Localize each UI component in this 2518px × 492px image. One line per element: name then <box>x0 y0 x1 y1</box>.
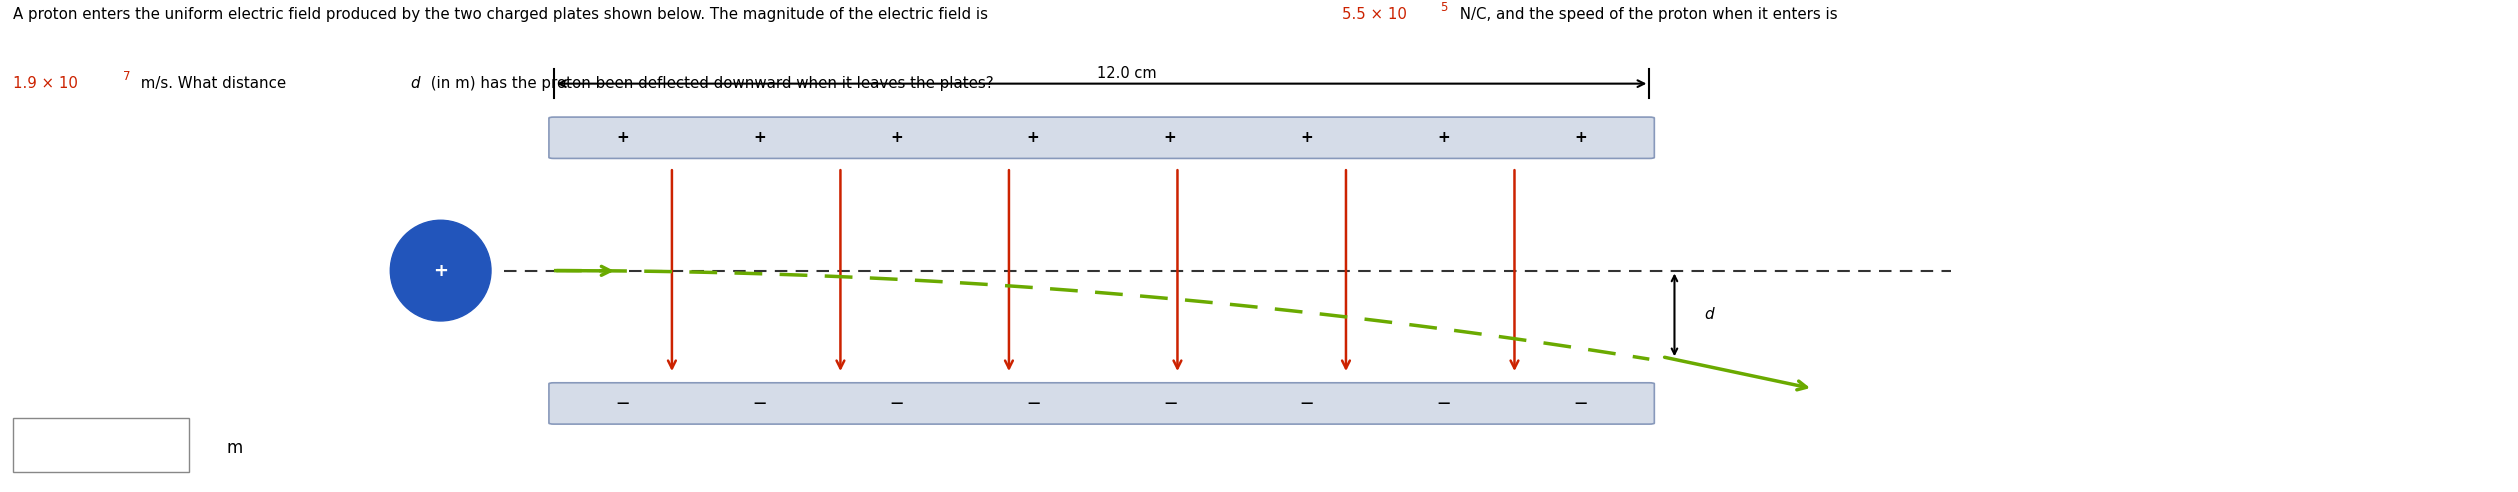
Text: —: — <box>753 397 765 410</box>
Text: —: — <box>1163 397 1176 410</box>
Text: —: — <box>617 397 630 410</box>
Text: +: + <box>753 130 765 145</box>
Ellipse shape <box>390 220 491 321</box>
Text: (in m) has the proton been deflected downward when it leaves the plates?: (in m) has the proton been deflected dow… <box>426 76 992 91</box>
Text: —: — <box>1302 397 1314 410</box>
Text: +: + <box>1163 130 1176 145</box>
Text: 1.9 × 10: 1.9 × 10 <box>13 76 78 91</box>
Text: +: + <box>1438 130 1450 145</box>
Text: 12.0 cm: 12.0 cm <box>1098 66 1156 81</box>
Text: +: + <box>1027 130 1040 145</box>
Text: —: — <box>889 397 901 410</box>
FancyBboxPatch shape <box>549 117 1654 158</box>
Text: 7: 7 <box>123 70 131 83</box>
FancyBboxPatch shape <box>13 418 189 472</box>
Text: —: — <box>1574 397 1586 410</box>
Text: A proton enters the uniform electric field produced by the two charged plates sh: A proton enters the uniform electric fie… <box>13 7 992 22</box>
Text: +: + <box>433 262 448 279</box>
Text: 5: 5 <box>1440 1 1448 14</box>
FancyBboxPatch shape <box>549 383 1654 424</box>
Text: 5.5 × 10: 5.5 × 10 <box>1342 7 1408 22</box>
Text: m: m <box>227 439 242 457</box>
Text: m/s. What distance: m/s. What distance <box>136 76 292 91</box>
Text: —: — <box>1027 397 1040 410</box>
Text: +: + <box>889 130 901 145</box>
Text: —: — <box>1438 397 1450 410</box>
Text: N/C, and the speed of the proton when it enters is: N/C, and the speed of the proton when it… <box>1455 7 1838 22</box>
Text: +: + <box>1302 130 1314 145</box>
Text: +: + <box>617 130 630 145</box>
Text: +: + <box>1574 130 1586 145</box>
Text: d: d <box>410 76 421 91</box>
Text: d: d <box>1705 308 1715 322</box>
